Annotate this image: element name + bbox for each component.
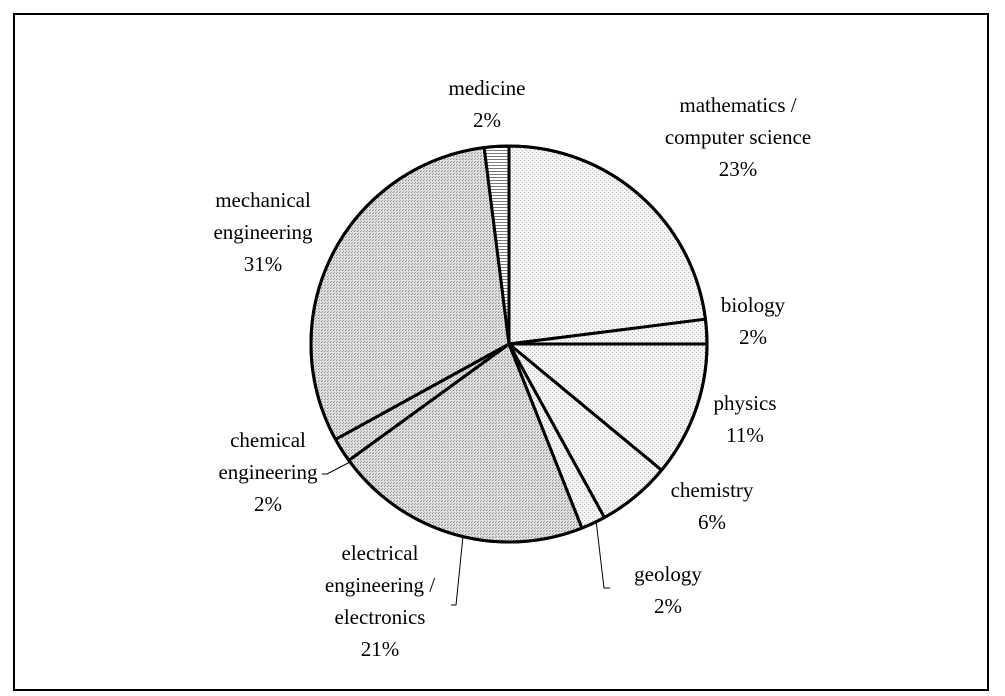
slice-percent: 21% xyxy=(361,637,400,661)
slice-label-line: physics xyxy=(714,391,777,415)
pie-slices xyxy=(309,144,709,544)
slice-label-line: mathematics / xyxy=(679,93,796,117)
pie-outline xyxy=(309,144,709,544)
slice-label-line: electronics xyxy=(335,605,426,629)
leader-lines xyxy=(322,461,610,606)
slice-label-line: engineering xyxy=(213,220,313,244)
slice-percent: 2% xyxy=(254,492,282,516)
slice-label-4: geology 2% xyxy=(634,562,702,618)
slice-label-2: physics 11% xyxy=(714,391,777,447)
slice-label-line: chemical xyxy=(230,428,306,452)
slice-label-line: computer science xyxy=(665,125,811,149)
slice-label-3: chemistry 6% xyxy=(671,478,754,534)
slice-label-5: electrical engineering / electronics 21% xyxy=(325,541,435,661)
slice-labels: mathematics / computer science 23% biology 2… xyxy=(213,76,811,661)
slice-label-line: engineering / xyxy=(325,573,435,597)
pie-slice-0 xyxy=(507,144,707,346)
slice-percent: 2% xyxy=(739,325,767,349)
slice-label-line: medicine xyxy=(449,76,526,100)
slice-label-line: mechanical xyxy=(215,188,311,212)
slice-label-7: mechanical engineering 31% xyxy=(213,188,313,276)
leader-line-5 xyxy=(451,535,464,606)
slice-label-0: mathematics / computer science 23% xyxy=(665,93,811,181)
slice-label-line: electrical xyxy=(342,541,419,565)
slice-label-line: engineering xyxy=(218,460,318,484)
slice-percent: 2% xyxy=(654,594,682,618)
slice-label-line: biology xyxy=(721,293,786,317)
slice-percent: 11% xyxy=(726,423,764,447)
slice-percent: 6% xyxy=(698,510,726,534)
slice-percent: 23% xyxy=(719,157,758,181)
slice-label-line: geology xyxy=(634,562,702,586)
slice-label-8: medicine 2% xyxy=(449,76,526,132)
slice-label-line: chemistry xyxy=(671,478,754,502)
leader-line-6 xyxy=(322,461,351,475)
slice-label-6: chemical engineering 2% xyxy=(218,428,318,516)
slice-percent: 2% xyxy=(473,108,501,132)
leader-line-4 xyxy=(595,519,610,589)
slice-label-1: biology 2% xyxy=(721,293,786,349)
slice-percent: 31% xyxy=(244,252,283,276)
